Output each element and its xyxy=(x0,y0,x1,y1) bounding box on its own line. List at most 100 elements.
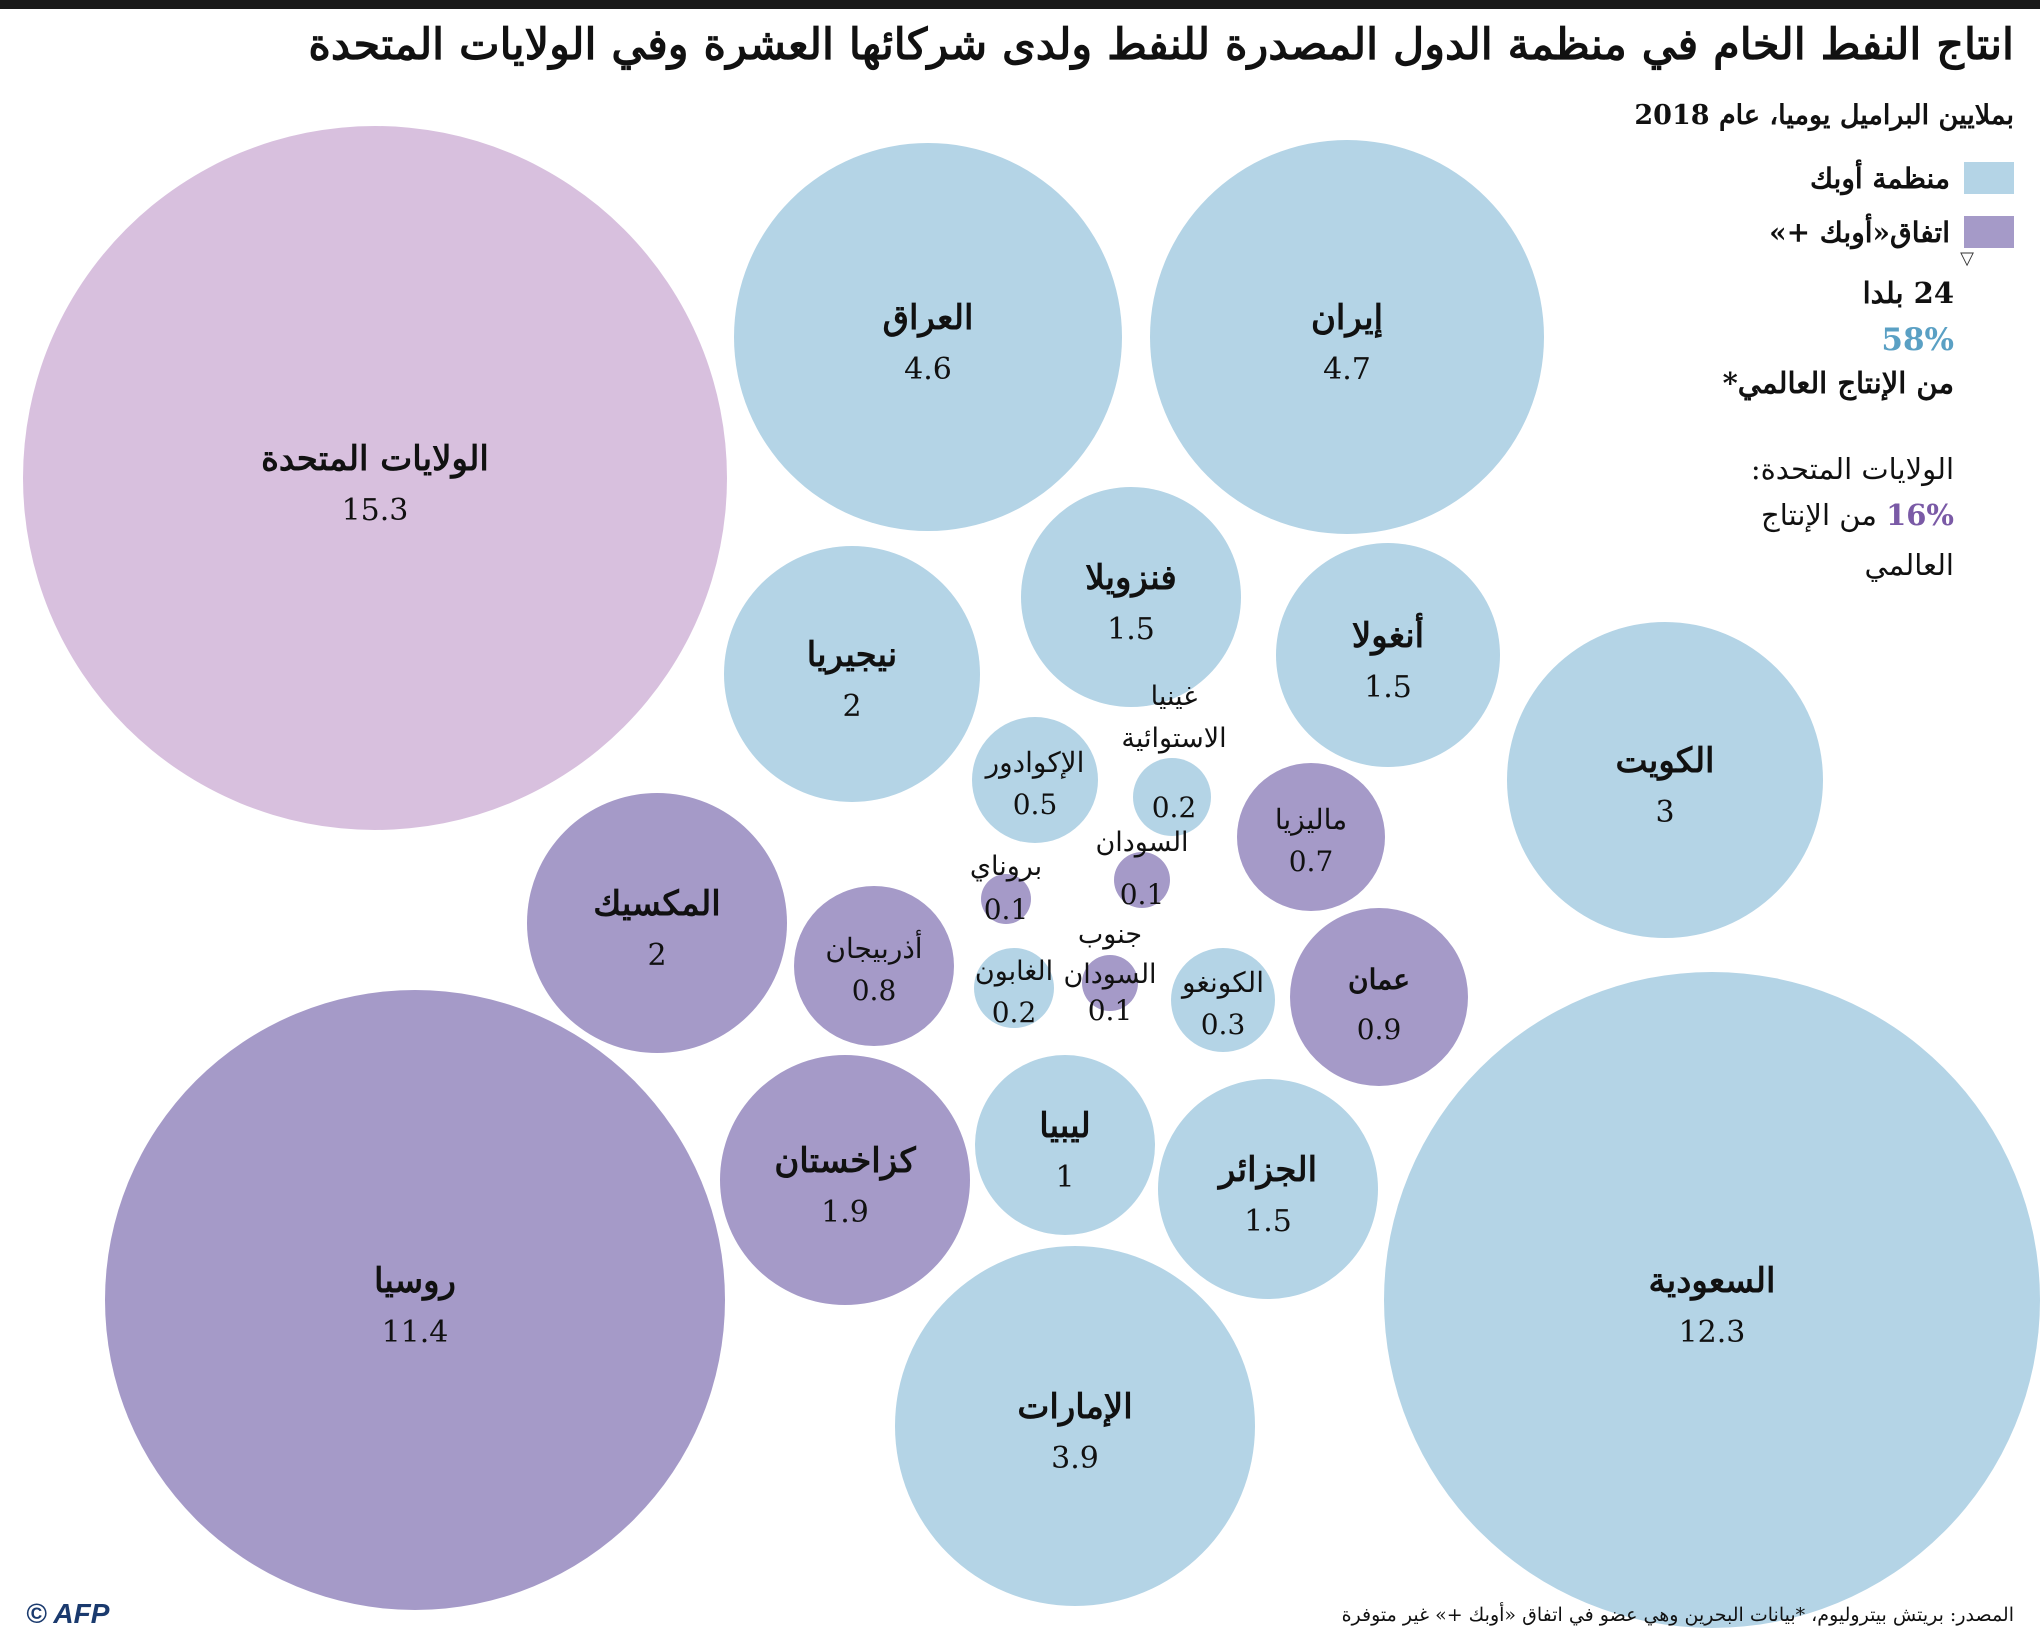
bubble-circle xyxy=(23,126,727,830)
bubble-value-label: 3.9 xyxy=(1051,1441,1099,1476)
bubble-value-label: 4.7 xyxy=(1323,352,1371,387)
bubble-circle xyxy=(1133,758,1211,836)
bubble-value-label: 1.5 xyxy=(1244,1204,1292,1239)
bubble-12: الجزائر 1.5 xyxy=(1158,1079,1378,1299)
bubble-23: جنوب السودان 0.1 xyxy=(1063,919,1156,1027)
bubble-circle xyxy=(720,1055,970,1305)
bubble-2: روسيا 11.4 xyxy=(105,990,725,1610)
bubble-name-label: عمان xyxy=(1348,963,1410,996)
bubble-value-label: 0.2 xyxy=(992,996,1037,1029)
bubble-value-label: 4.6 xyxy=(904,352,952,387)
bubble-name-label: نيجيريا xyxy=(807,635,898,675)
bubble-18: الكونغو 0.3 xyxy=(1171,948,1275,1052)
bubble-value-label: 15.3 xyxy=(342,493,409,528)
bubble-name-label: الكونغو xyxy=(1180,966,1264,999)
bubble-0: الولايات المتحدة 15.3 xyxy=(23,126,727,830)
bubble-9: كزاخستان 1.9 xyxy=(720,1055,970,1305)
bubble-circle xyxy=(1276,543,1500,767)
bubble-name-label: روسيا xyxy=(374,1261,456,1301)
bubble-11: أنغولا 1.5 xyxy=(1276,543,1500,767)
bubble-15: أذربيجان 0.8 xyxy=(794,886,954,1046)
us-stat-line: 16% من الإنتاج xyxy=(1761,498,1954,532)
bubble-name-label: ماليزيا xyxy=(1275,803,1347,836)
legend-label-opec: منظمة أوبك xyxy=(1809,161,1950,195)
bubble-name-label: بروناي xyxy=(970,851,1042,882)
bubble-name-label: الكويت xyxy=(1616,741,1715,781)
bubble-name-label: أنغولا xyxy=(1352,613,1424,656)
bubble-name-label: السودان xyxy=(1095,827,1188,858)
bubble-value-label: 0.7 xyxy=(1289,845,1334,878)
us-stat-label: الولايات المتحدة: xyxy=(1750,452,1954,486)
source-note: المصدر: بريتش بيتروليوم، *بيانات البحرين… xyxy=(1341,1604,2014,1626)
bubble-name-label: فنزويلا xyxy=(1085,558,1176,598)
down-arrow-icon: ▽ xyxy=(1960,248,1974,269)
bubble-name-label: ليبيا xyxy=(1039,1106,1091,1146)
bubble-4: العراق 4.6 xyxy=(734,143,1122,531)
bubble-name-label: المكسيك xyxy=(593,884,720,924)
bubble-value-label: 0.1 xyxy=(1088,994,1133,1027)
bubble-17: الإكوادور 0.5 xyxy=(972,717,1098,843)
bubble-19: غينيا الاستوائية 0.2 xyxy=(1121,681,1227,836)
bubble-circle xyxy=(972,717,1098,843)
bubble-14: عمان 0.9 xyxy=(1290,908,1468,1086)
bubble-value-label: 0.2 xyxy=(1152,791,1197,824)
chart-subtitle: بملايين البراميل يوميا، عام 2018 xyxy=(1634,100,2014,131)
bubble-name-label: غينيا الاستوائية xyxy=(1121,681,1226,754)
bubble-20: الغابون 0.2 xyxy=(974,948,1054,1029)
legend-swatch-opec xyxy=(1964,162,2014,194)
bubble-22: بروناي 0.1 xyxy=(970,851,1042,926)
legend-swatch-opec-plus xyxy=(1964,216,2014,248)
bubble-circle xyxy=(527,793,787,1053)
bubble-circle xyxy=(974,948,1054,1028)
bubble-circle xyxy=(734,143,1122,531)
bubble-value-label: 1.5 xyxy=(1364,670,1412,705)
bubble-value-label: 0.8 xyxy=(852,974,897,1007)
bubble-value-label: 2 xyxy=(842,689,861,724)
legend-item-opec: منظمة أوبك xyxy=(1810,158,2014,198)
bubble-circle xyxy=(1507,622,1823,938)
bubble-1: السعودية 12.3 xyxy=(1384,972,2040,1628)
bubble-name-label: الإكوادور xyxy=(984,746,1085,779)
bubble-name-label: الغابون xyxy=(975,956,1053,987)
bubble-value-label: 1 xyxy=(1055,1160,1074,1195)
bubble-circle xyxy=(794,886,954,1046)
bubble-name-label: الإمارات xyxy=(1017,1387,1132,1427)
bubble-5: الإمارات 3.9 xyxy=(895,1246,1255,1606)
stat-share-percent: 58% xyxy=(1881,322,1954,358)
bubble-circle xyxy=(1082,955,1138,1011)
bubble-name-label: كزاخستان xyxy=(774,1141,916,1181)
bubble-circle xyxy=(975,1055,1155,1235)
bubble-value-label: 0.9 xyxy=(1357,1013,1402,1046)
bubble-circle xyxy=(1158,1079,1378,1299)
bubble-name-label: الجزائر xyxy=(1217,1150,1317,1190)
bubble-6: الكويت 3 xyxy=(1507,622,1823,938)
bubble-circle xyxy=(1150,140,1544,534)
bubble-value-label: 1.9 xyxy=(821,1195,869,1230)
bubble-circle xyxy=(1290,908,1468,1086)
stat-world-label: من الإنتاج العالمي* xyxy=(1722,366,1954,400)
bubble-value-label: 1.5 xyxy=(1107,612,1155,647)
bubble-name-label: السعودية xyxy=(1649,1261,1776,1301)
bubble-value-label: 0.1 xyxy=(984,893,1029,926)
bubble-value-label: 0.1 xyxy=(1120,878,1165,911)
bubble-circle xyxy=(981,874,1031,924)
bubble-10: فنزويلا 1.5 xyxy=(1021,487,1241,707)
bubble-circle xyxy=(1114,852,1170,908)
bubble-8: المكسيك 2 xyxy=(527,793,787,1053)
bubble-circle xyxy=(1021,487,1241,707)
afp-logo: © AFP xyxy=(26,1598,110,1629)
us-stat-world: العالمي xyxy=(1864,548,1955,582)
bubble-value-label: 2 xyxy=(647,938,666,973)
bubble-3: إيران 4.7 xyxy=(1150,140,1544,534)
bubble-name-label: جنوب السودان xyxy=(1063,919,1156,990)
bubble-name-label: إيران xyxy=(1311,298,1383,338)
bubble-name-label: العراق xyxy=(883,298,974,338)
legend-item-opec-plus: اتفاق«أوبك +» xyxy=(1769,212,2014,252)
bubble-16: ماليزيا 0.7 xyxy=(1237,763,1385,911)
bubble-circle xyxy=(895,1246,1255,1606)
bubble-circle xyxy=(1171,948,1275,1052)
bubble-circle xyxy=(105,990,725,1610)
chart-title: انتاج النفط الخام في منظمة الدول المصدرة… xyxy=(308,20,2014,70)
stat-country-count: 24 بلدا xyxy=(1862,276,1954,310)
